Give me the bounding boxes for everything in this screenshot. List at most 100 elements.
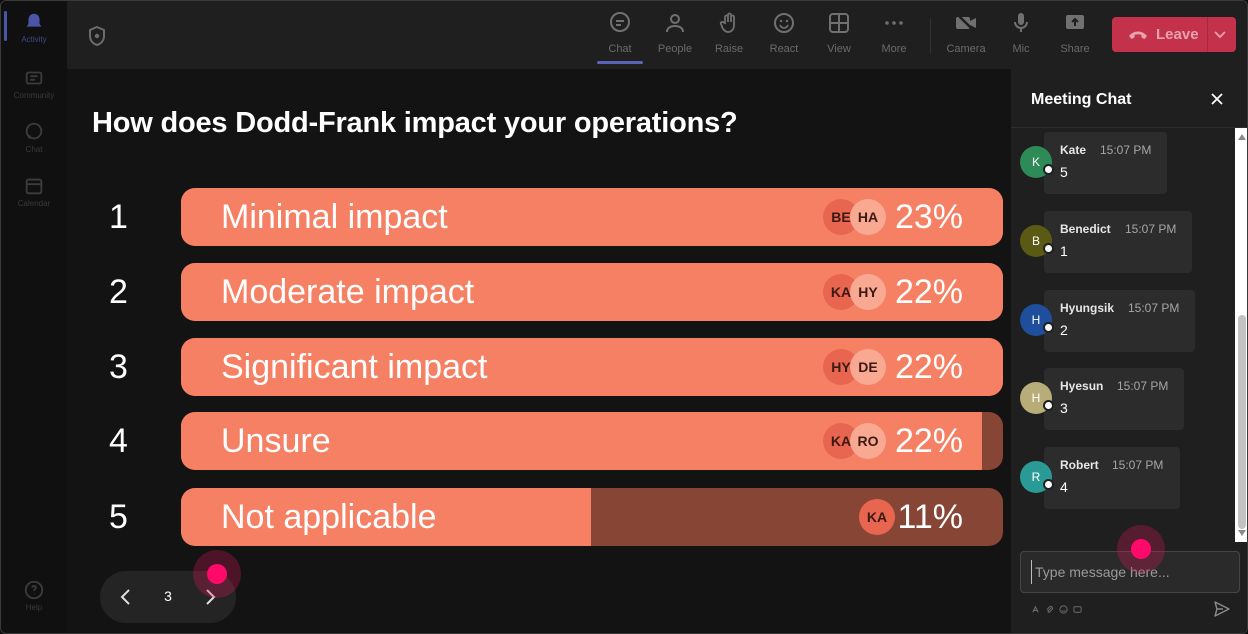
format-icon[interactable] [1031, 605, 1040, 614]
emoji-icon[interactable] [1059, 604, 1068, 614]
chevron-down-icon[interactable] [1213, 27, 1227, 41]
poll-option: 1 Minimal impact BE HA 23% [67, 188, 1011, 246]
rail-item-label: Chat [25, 145, 43, 154]
active-tab-indicator [597, 61, 643, 64]
page-number: 3 [164, 588, 172, 604]
mic-label: Mic [1012, 43, 1030, 55]
mic-button[interactable]: Mic [996, 11, 1046, 63]
voter-avatar: RO [850, 423, 886, 459]
scroll-down-arrow[interactable] [1238, 530, 1246, 536]
meeting-chat-panel: Meeting Chat Kate 15:07 PM 5 K Benedict … [1011, 69, 1247, 633]
raise-label: Raise [714, 43, 744, 55]
message-bubble: Benedict 15:07 PM 1 [1044, 211, 1192, 273]
message-body: 1 [1060, 243, 1068, 259]
sender-avatar: R [1020, 461, 1054, 493]
chat-message: Kate 15:07 PM 5 K [1011, 128, 1235, 194]
rail-item-calendar[interactable]: Calendar [1, 175, 67, 221]
option-number: 1 [109, 198, 128, 236]
microphone-icon [1014, 13, 1028, 32]
presence-dot [1043, 322, 1054, 333]
message-body: 4 [1060, 479, 1068, 495]
option-label: Unsure [221, 422, 331, 460]
option-bar: Moderate impact KA HY 22% [181, 263, 1003, 321]
view-label: View [827, 43, 851, 55]
more-label: More [881, 43, 907, 55]
presence-dot [1043, 479, 1054, 490]
message-time: 15:07 PM [1125, 222, 1177, 236]
share-label: Share [1060, 43, 1090, 55]
poll-stage: How does Dodd-Frank impact your operatio… [67, 69, 1011, 633]
community-icon [25, 71, 43, 85]
sender-avatar: B [1020, 225, 1054, 257]
message-body: 2 [1060, 322, 1068, 338]
rail-item-help[interactable]: Help [1, 579, 67, 625]
rail-item-chat[interactable]: Chat [1, 121, 67, 167]
option-bar: Not applicable KA 11% [181, 488, 1003, 546]
gif-icon[interactable] [1073, 605, 1082, 614]
scroll-up-arrow[interactable] [1238, 134, 1246, 140]
toolbar-divider [930, 19, 931, 53]
scroll-thumb[interactable] [1238, 315, 1246, 529]
chevron-left-icon[interactable] [116, 587, 136, 607]
leave-button[interactable]: Leave [1112, 17, 1236, 52]
voter-avatar: DE [850, 349, 886, 385]
sender-avatar: H [1020, 304, 1054, 336]
more-button[interactable]: More [869, 11, 919, 63]
attach-icon[interactable] [1045, 605, 1054, 614]
rail-item-label: Community [13, 91, 55, 100]
smiley-icon [774, 13, 794, 33]
hang-up-icon [1129, 31, 1147, 39]
chevron-right-icon[interactable] [200, 587, 220, 607]
message-time: 15:07 PM [1100, 143, 1152, 157]
chat-scrollbar[interactable] [1235, 128, 1247, 542]
close-icon[interactable] [1209, 91, 1225, 107]
leave-label: Leave [1156, 26, 1199, 43]
avatar-initial: K [1031, 155, 1040, 169]
people-button[interactable]: People [650, 11, 700, 63]
sender-avatar: K [1020, 146, 1054, 178]
shield-icon [89, 25, 105, 47]
react-button[interactable]: React [759, 11, 809, 63]
avatar-initial: H [1031, 313, 1041, 327]
option-label: Not applicable [221, 498, 437, 536]
camera-button[interactable]: Camera [941, 11, 991, 63]
share-button[interactable]: Share [1050, 11, 1100, 63]
send-icon[interactable] [1213, 600, 1231, 618]
raise-hand-button[interactable]: Raise [704, 11, 754, 63]
poll-question: How does Dodd-Frank impact your operatio… [92, 107, 738, 139]
message-bubble: Kate 15:07 PM 5 [1044, 132, 1167, 194]
chat-label: Chat [608, 43, 632, 55]
message-body: 5 [1060, 164, 1068, 180]
poll-option: 5 Not applicable KA 11% [67, 488, 1011, 546]
rail-active-indicator [4, 11, 7, 41]
sender-name: Kate [1060, 143, 1087, 157]
rail-item-activity[interactable]: Activity [1, 11, 67, 57]
message-bubble: Robert 15:07 PM 4 [1044, 447, 1180, 509]
sender-name: Hyungsik [1060, 301, 1115, 315]
grid-icon [829, 13, 849, 33]
poll-option: 4 Unsure KA RO 22% [67, 412, 1011, 470]
voter-avatar: KA [859, 499, 895, 535]
share-screen-icon [1066, 15, 1084, 29]
chat-button[interactable]: Chat [595, 11, 645, 64]
voter-avatar: HY [850, 274, 886, 310]
view-button[interactable]: View [814, 11, 864, 63]
people-icon [666, 14, 684, 33]
voter-avatar: HA [850, 199, 886, 235]
option-number: 4 [109, 422, 128, 460]
message-time: 15:07 PM [1117, 379, 1169, 393]
rail-item-label: Help [25, 603, 43, 612]
help-icon [24, 580, 44, 600]
option-percent: 11% [897, 498, 963, 536]
rail-item-community[interactable]: Community [1, 67, 67, 113]
pointer-highlight [193, 550, 241, 598]
message-input[interactable] [1031, 560, 1231, 584]
react-label: React [769, 43, 799, 55]
message-compose-box [1020, 551, 1240, 593]
option-label: Moderate impact [221, 273, 475, 311]
chat-message: Hyungsik 15:07 PM 2 H [1011, 286, 1235, 352]
calendar-icon [25, 178, 43, 195]
poll-option: 2 Moderate impact KA HY 22% [67, 263, 1011, 321]
chat-message: Hyesun 15:07 PM 3 H [1011, 364, 1235, 430]
